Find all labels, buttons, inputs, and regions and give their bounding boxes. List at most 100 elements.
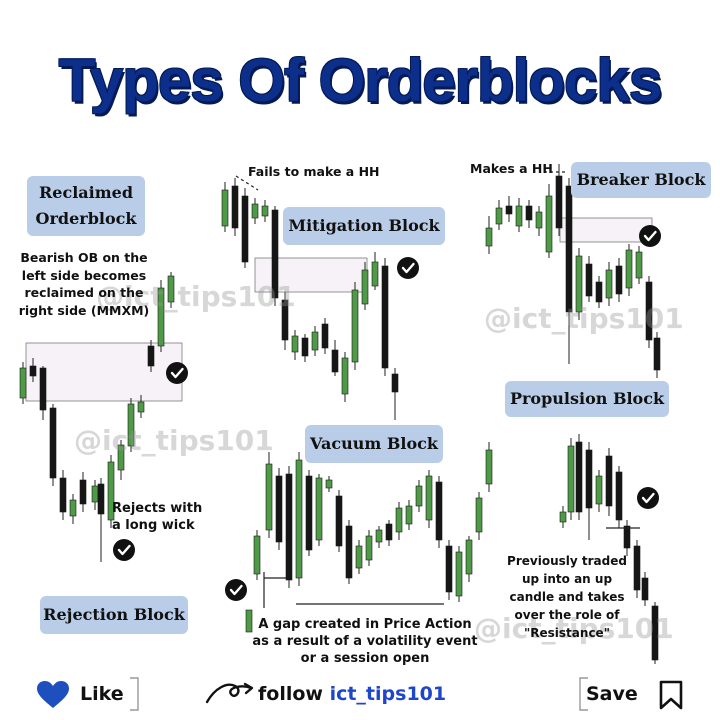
candle — [575, 248, 583, 320]
candle — [605, 262, 613, 306]
candle — [465, 536, 473, 582]
candle — [265, 452, 273, 538]
candle — [251, 198, 259, 224]
watermark: @ict_tips101 — [474, 612, 674, 645]
note-previously: Previously traded up into an up candle a… — [507, 554, 627, 640]
candle — [345, 520, 353, 584]
label-mitigation-block: Mitigation Block — [283, 207, 445, 245]
candle — [623, 520, 631, 556]
candle — [305, 470, 313, 556]
watermark: @ict_tips101 — [74, 424, 274, 457]
candle — [29, 358, 37, 382]
candle — [127, 398, 135, 452]
candle — [495, 200, 503, 230]
candle — [221, 182, 229, 232]
candle — [559, 506, 567, 528]
candle — [475, 492, 483, 540]
bookmark-icon[interactable] — [658, 680, 684, 710]
candle — [635, 246, 643, 284]
candle — [371, 252, 379, 290]
candle — [653, 332, 661, 378]
candle — [625, 244, 633, 296]
candle — [395, 502, 403, 540]
label-reclaimed-orderblock: Reclaimed Orderblock — [27, 176, 145, 236]
candle — [315, 474, 323, 546]
candle — [435, 476, 443, 548]
candle — [325, 476, 333, 492]
candle — [69, 494, 77, 524]
check-circle-icon — [397, 257, 419, 279]
note-reclaimed: Bearish OB on the left side becomes recl… — [18, 250, 150, 318]
candle — [585, 256, 593, 302]
candle — [525, 200, 533, 228]
label-breaker-block: Breaker Block — [571, 162, 711, 198]
candle — [455, 546, 463, 602]
candle — [505, 196, 513, 222]
candle — [301, 334, 309, 362]
candle — [651, 602, 659, 664]
candle — [291, 330, 299, 360]
candle — [567, 438, 575, 520]
candle — [321, 318, 329, 354]
candle — [355, 540, 363, 574]
candle — [445, 540, 453, 600]
like-button[interactable]: Like — [80, 683, 124, 705]
candle — [331, 340, 339, 376]
candle — [485, 216, 493, 254]
candle — [241, 188, 249, 268]
follow-link[interactable]: follow ict_tips101 — [258, 683, 446, 705]
candle — [381, 258, 389, 376]
candle — [585, 442, 593, 540]
candle — [49, 404, 57, 486]
label-propulsion-block: Propulsion Block — [505, 381, 669, 417]
candle — [641, 572, 649, 606]
save-button[interactable]: Save — [586, 683, 638, 705]
candle — [137, 395, 145, 418]
candle — [117, 440, 125, 480]
note-makes-hh: Makes a HH — [470, 161, 553, 176]
divider-bracket — [130, 677, 139, 711]
candle — [415, 480, 423, 512]
candle — [147, 340, 155, 372]
candle — [275, 468, 283, 550]
candle — [157, 280, 165, 352]
candle — [39, 366, 47, 420]
swirl-arrow-icon — [205, 680, 255, 706]
candle — [59, 470, 67, 520]
candle — [575, 434, 583, 520]
candle — [91, 480, 99, 510]
candle — [645, 276, 653, 348]
label-rejection-block: Rejection Block — [40, 596, 188, 634]
page-title: Types Of Orderblocks — [58, 47, 662, 114]
check-circle-icon — [113, 539, 135, 561]
candle — [385, 520, 393, 546]
candle — [565, 178, 573, 364]
candle — [361, 262, 369, 310]
candle — [535, 206, 543, 236]
note-fails-hh: Fails to make a HH — [248, 164, 380, 179]
candle — [311, 326, 319, 356]
candle — [605, 448, 613, 516]
candle — [615, 466, 623, 528]
candle — [545, 184, 553, 258]
candle — [595, 276, 603, 308]
candle — [167, 272, 175, 308]
candle — [515, 198, 523, 232]
candle — [405, 500, 413, 530]
check-circle-icon — [166, 362, 188, 384]
candle — [271, 206, 279, 306]
handle-label: ict_tips101 — [329, 683, 447, 705]
candle — [281, 292, 289, 350]
candle — [231, 178, 239, 236]
candle — [245, 609, 253, 633]
check-circle-icon — [637, 487, 659, 509]
candle — [261, 200, 269, 222]
candle — [341, 352, 349, 402]
candle — [253, 530, 261, 580]
note-rejects: Rejects with a long wick — [112, 501, 203, 533]
check-circle-icon — [639, 225, 661, 247]
candle — [107, 455, 115, 528]
candle — [375, 526, 383, 548]
heart-icon[interactable] — [36, 680, 70, 710]
candle — [19, 362, 27, 404]
